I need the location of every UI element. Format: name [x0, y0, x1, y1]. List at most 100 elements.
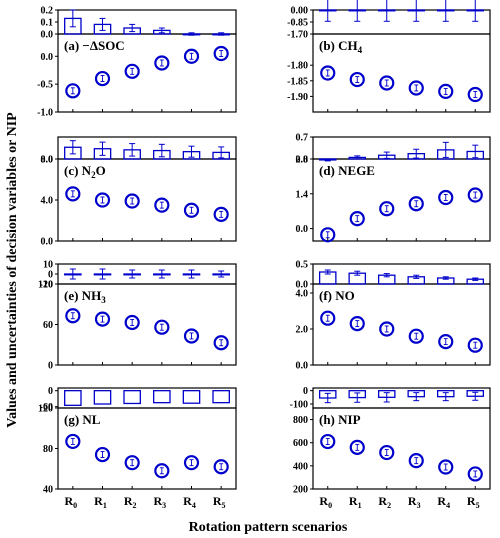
panel-c-bottom-ytick-label: 0.0: [41, 237, 54, 248]
panel-c-top-ytick-label: 0.0: [41, 155, 54, 166]
panel-f-point: [349, 316, 365, 332]
panel-h-top-frame: [312, 387, 491, 409]
panel-h: 0 -100 800 600 400 200 (h) NIP R0 R1 R2 R3 R4 R5: [290, 386, 491, 510]
panels: 0.20.10.00.0-0.5-1.0(a) −ΔSOC0.00-0.85-1…: [37, 0, 491, 510]
panel-e-top-frame: [57, 263, 237, 285]
panel-h-top-ytick-label: -100: [290, 400, 308, 411]
panel-c-bottom-ytick-label: 8.0: [41, 155, 54, 166]
panel-g-bar: [153, 390, 171, 404]
panel-a: 0.20.10.00.0-0.5-1.0(a) −ΔSOC: [37, 6, 237, 119]
panel-a-bottom-ytick-label: -0.5: [37, 80, 53, 91]
panel-c-point: [154, 197, 170, 213]
x-tick-label: R2: [378, 494, 391, 510]
panel-f-point: [467, 337, 483, 353]
panel-g-top-frame: [57, 387, 237, 409]
panel-b-point: [320, 65, 336, 81]
panel-a-point: [154, 55, 170, 71]
x-tick-label: R4: [183, 494, 196, 510]
panel-e-point: [124, 314, 140, 331]
panel-b: 0.00-0.85-1.70 -1.80 -1.85 -1.90 (b) CH4: [287, 0, 491, 113]
panel-f-label: (f) NO: [319, 288, 355, 303]
panel-g-bar: [182, 390, 201, 404]
panel-e-top-ytick-label: 0: [48, 270, 53, 281]
x-tick-label: R0: [64, 494, 77, 510]
panel-a-top-ytick-label: 0.0: [41, 30, 54, 41]
panel-b-top-ytick-label: 0.00: [291, 6, 309, 17]
panel-b-bottom-ytick-label: -1.80: [287, 61, 308, 72]
panel-h-label: (h) NIP: [319, 412, 361, 427]
panel-d-point: [320, 227, 336, 243]
panel-b-bottom-ytick-label: -1.85: [287, 76, 308, 87]
panel-b-top-ytick-label: -1.70: [287, 30, 308, 41]
panel-b-bottom-ytick-label: -1.90: [287, 92, 308, 103]
panel-e-bottom-ytick-label: 0: [48, 361, 53, 372]
panel-c-label: (c) N2O: [64, 163, 106, 180]
panel-f: 0.50.04.02.00.0(f) NO: [296, 260, 491, 372]
panel-g-bottom-ytick-label: 80: [43, 444, 53, 455]
panel-g-top-ytick-label: -60: [40, 402, 53, 413]
panel-e-bottom-ytick-label: 120: [38, 280, 53, 291]
panel-a-top-frame: [57, 9, 237, 35]
panel-e-bottom-ytick-label: 60: [43, 320, 53, 331]
x-axis-label: Rotation pattern scenarios: [189, 520, 348, 535]
panel-f-point: [379, 321, 395, 337]
y-axis-label: Values and uncertainties of decision var…: [5, 112, 20, 428]
panel-h-bottom-ytick-label: 400: [293, 461, 308, 472]
x-tick-label: R3: [408, 494, 421, 510]
panel-f-bottom-ytick-label: 0.0: [296, 361, 309, 372]
panel-f-point: [320, 310, 336, 326]
panel-h-bottom-frame: [312, 407, 491, 490]
x-tick-label: R5: [467, 494, 480, 510]
panel-f-point: [408, 328, 424, 344]
panel-a-point: [213, 45, 229, 62]
panel-g-bottom-ytick-label: 120: [38, 404, 53, 415]
panel-b-top-ytick-label: -0.85: [287, 18, 308, 29]
panel-g-label: (g) NL: [64, 412, 101, 427]
panel-c-point: [213, 206, 229, 222]
panel-e-label: (e) NH3: [64, 288, 106, 305]
panel-d-top-ytick-label: 0.7: [296, 133, 309, 144]
panel-b-bottom-frame: [312, 33, 491, 113]
panel-h-point: [379, 444, 395, 461]
x-tick-label: R5: [213, 494, 226, 510]
x-tick-label: R1: [94, 494, 107, 510]
panel-e-point: [65, 308, 81, 324]
panel-b-point: [408, 80, 424, 96]
panel-g-top-ytick-label: 0: [48, 386, 53, 397]
panel-a-bottom-frame: [57, 33, 237, 113]
panel-h-point: [467, 466, 483, 482]
panel-g-bar: [64, 390, 82, 406]
panel-d-point: [438, 189, 454, 206]
panel-d-point: [379, 201, 395, 217]
panel-h-point: [408, 453, 424, 469]
panel-d: 0.70.02.81.40.0(d) NEGE: [296, 133, 491, 243]
panel-f-top-ytick-label: 0.5: [296, 260, 309, 271]
panel-f-bottom-ytick-label: 2.0: [296, 325, 309, 336]
x-tick-label: R3: [153, 494, 166, 510]
panel-a-point: [183, 48, 200, 64]
panel-c-top-frame: [57, 136, 237, 160]
panel-a-point: [65, 83, 81, 99]
panel-h-point: [349, 439, 365, 455]
x-tick-label: R1: [349, 494, 362, 510]
panel-a-bottom-ytick-label: 0.0: [41, 52, 54, 63]
panel-d-bottom-ytick-label: 2.8: [296, 155, 309, 166]
panel-e-top-ytick-label: 10: [43, 260, 53, 271]
panel-h-bottom-ytick-label: 600: [293, 438, 308, 449]
panel-g-bar: [123, 390, 141, 405]
panel-h-point: [320, 433, 336, 450]
panel-a-point: [94, 70, 111, 87]
panel-f-bottom-ytick-label: 4.0: [296, 289, 309, 300]
panel-a-top-ytick-label: 0.1: [41, 18, 54, 29]
panel-d-top-ytick-label: 0.0: [296, 155, 309, 166]
panel-d-label: (d) NEGE: [319, 163, 375, 178]
panel-b-point: [438, 83, 454, 100]
panel-c: 0.08.04.00.0(c) N2O: [41, 136, 237, 248]
panel-a-bottom-ytick-label: -1.0: [37, 108, 53, 119]
panel-a-label: (a) −ΔSOC: [64, 38, 125, 53]
x-tick-label: R0: [319, 494, 332, 510]
panel-g-point: [213, 459, 229, 475]
panel-h-top-ytick-label: 0: [303, 386, 308, 397]
